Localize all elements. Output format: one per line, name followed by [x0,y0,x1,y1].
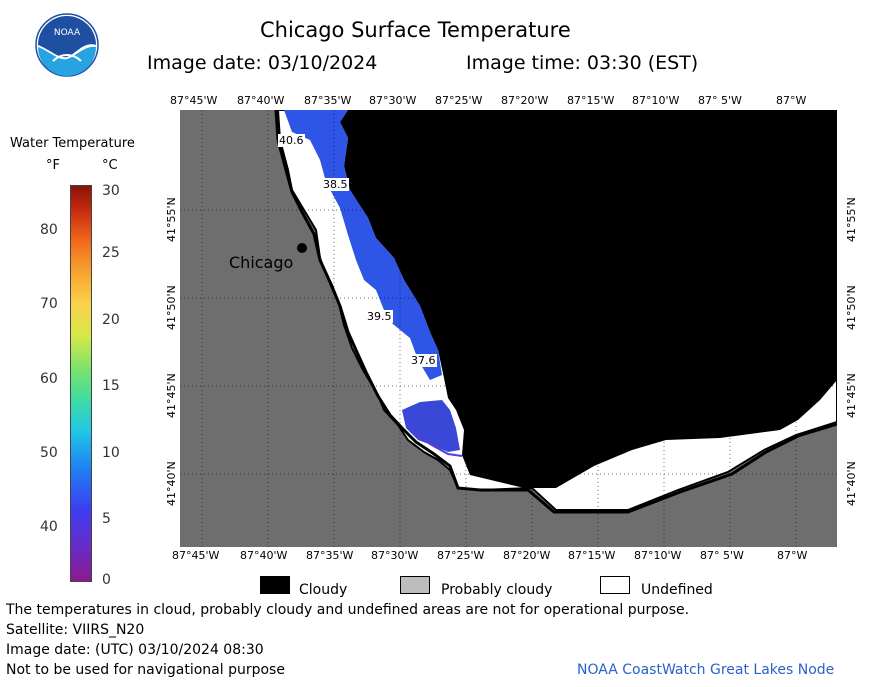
temp-label: 39.5 [366,310,393,323]
nearshore-band [411,429,463,457]
c-tick-20: 20 [102,312,120,328]
temp-label: 38.5 [322,178,349,191]
lat-label-left: 41°45'N [165,373,178,418]
lon-label-bottom: 87°30'W [371,549,419,562]
lon-label-bottom: 87°15'W [568,549,616,562]
lon-label-top: 87°20'W [501,94,549,107]
scale-unit-c: °C [102,158,118,173]
legend-swatch-undefined [600,576,630,594]
cold-water-area [402,400,460,452]
cold-water-area [284,110,442,380]
lon-label-top: 87°35'W [304,94,352,107]
f-tick-80: 80 [40,222,58,238]
lat-label-left: 41°55'N [165,197,178,242]
scale-unit-f: °F [46,158,60,173]
legend-cloudy: Cloudy [299,582,348,598]
cloudy-area [340,110,837,488]
page-title: Chicago Surface Temperature [260,18,571,42]
legend-swatch-probably-cloudy [400,576,430,594]
lon-label-bottom: 87°W [777,549,808,562]
c-tick-25: 25 [102,245,120,261]
legend-swatch-cloudy [260,576,290,594]
legend-undefined: Undefined [641,582,713,598]
lon-label-top: 87°10'W [632,94,680,107]
f-tick-40: 40 [40,519,58,535]
temp-label: 40.6 [278,134,305,147]
lat-label-right: 41°50'N [845,285,858,330]
lon-label-top: 87°25'W [435,94,483,107]
noaa-logo: NOAA [35,13,99,77]
lon-label-top: 87° 5'W [698,94,742,107]
operational-note: The temperatures in cloud, probably clou… [6,602,690,618]
lat-label-right: 41°45'N [845,373,858,418]
image-date: Image date: 03/10/2024 [147,52,378,74]
lon-label-top: 87°40'W [237,94,285,107]
lat-label-right: 41°40'N [845,461,858,506]
image-time: Image time: 03:30 (EST) [466,52,699,74]
c-tick-0: 0 [102,572,111,588]
lon-label-bottom: 87°20'W [503,549,551,562]
lat-label-right: 41°55'N [845,197,858,242]
lon-label-top: 87°30'W [369,94,417,107]
chicago-marker [297,243,307,253]
lon-label-bottom: 87°45'W [172,549,220,562]
lon-label-top: 87°15'W [567,94,615,107]
navigation-warning: Not to be used for navigational purpose [6,662,285,678]
lat-label-left: 41°50'N [165,285,178,330]
lon-label-top: 87°45'W [170,94,218,107]
noaa-logo-text: NOAA [54,28,81,38]
c-tick-15: 15 [102,378,120,394]
lon-label-bottom: 87° 5'W [700,549,744,562]
c-tick-30: 30 [102,183,120,199]
scale-title: Water Temperature [10,136,135,151]
f-tick-60: 60 [40,371,58,387]
c-tick-10: 10 [102,445,120,461]
lat-label-left: 41°40'N [165,461,178,506]
map-panel [180,110,837,547]
f-tick-70: 70 [40,296,58,312]
f-tick-50: 50 [40,445,58,461]
temperature-color-bar [70,185,92,582]
lon-label-bottom: 87°10'W [634,549,682,562]
city-label: Chicago [229,253,294,272]
lon-label-bottom: 87°35'W [306,549,354,562]
shoreline [274,110,837,514]
utc-date: Image date: (UTC) 03/10/2024 08:30 [6,642,264,658]
temp-label: 37.6 [410,354,437,367]
lon-label-top: 87°W [776,94,807,107]
satellite-label: Satellite: VIIRS_N20 [6,622,145,638]
credit-link[interactable]: NOAA CoastWatch Great Lakes Node [577,662,835,678]
legend-probably-cloudy: Probably cloudy [441,582,553,598]
lon-label-bottom: 87°25'W [437,549,485,562]
lon-label-bottom: 87°40'W [240,549,288,562]
c-tick-5: 5 [102,511,111,527]
